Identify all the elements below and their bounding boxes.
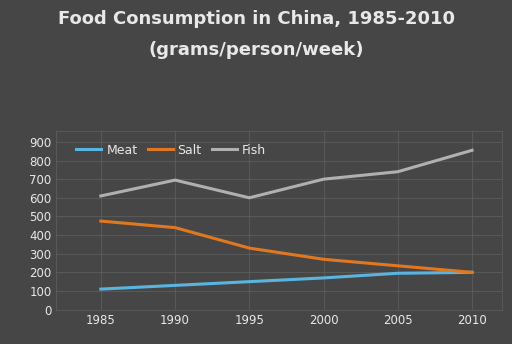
Meat [395,271,401,275]
Salt [321,257,327,261]
Meat [246,280,252,284]
Salt [395,264,401,268]
Fish [98,194,104,198]
Fish [321,177,327,181]
Fish [469,148,475,152]
Fish [172,178,178,182]
Salt [172,226,178,230]
Text: (grams/person/week): (grams/person/week) [148,41,364,59]
Line: Fish: Fish [101,150,472,198]
Salt [469,270,475,275]
Meat [469,270,475,275]
Legend: Meat, Salt, Fish: Meat, Salt, Fish [72,139,271,162]
Salt [98,219,104,223]
Meat [321,276,327,280]
Meat [172,283,178,288]
Fish [395,170,401,174]
Fish [246,196,252,200]
Text: Food Consumption in China, 1985-2010: Food Consumption in China, 1985-2010 [57,10,455,28]
Line: Salt: Salt [101,221,472,272]
Line: Meat: Meat [101,272,472,289]
Meat [98,287,104,291]
Salt [246,246,252,250]
